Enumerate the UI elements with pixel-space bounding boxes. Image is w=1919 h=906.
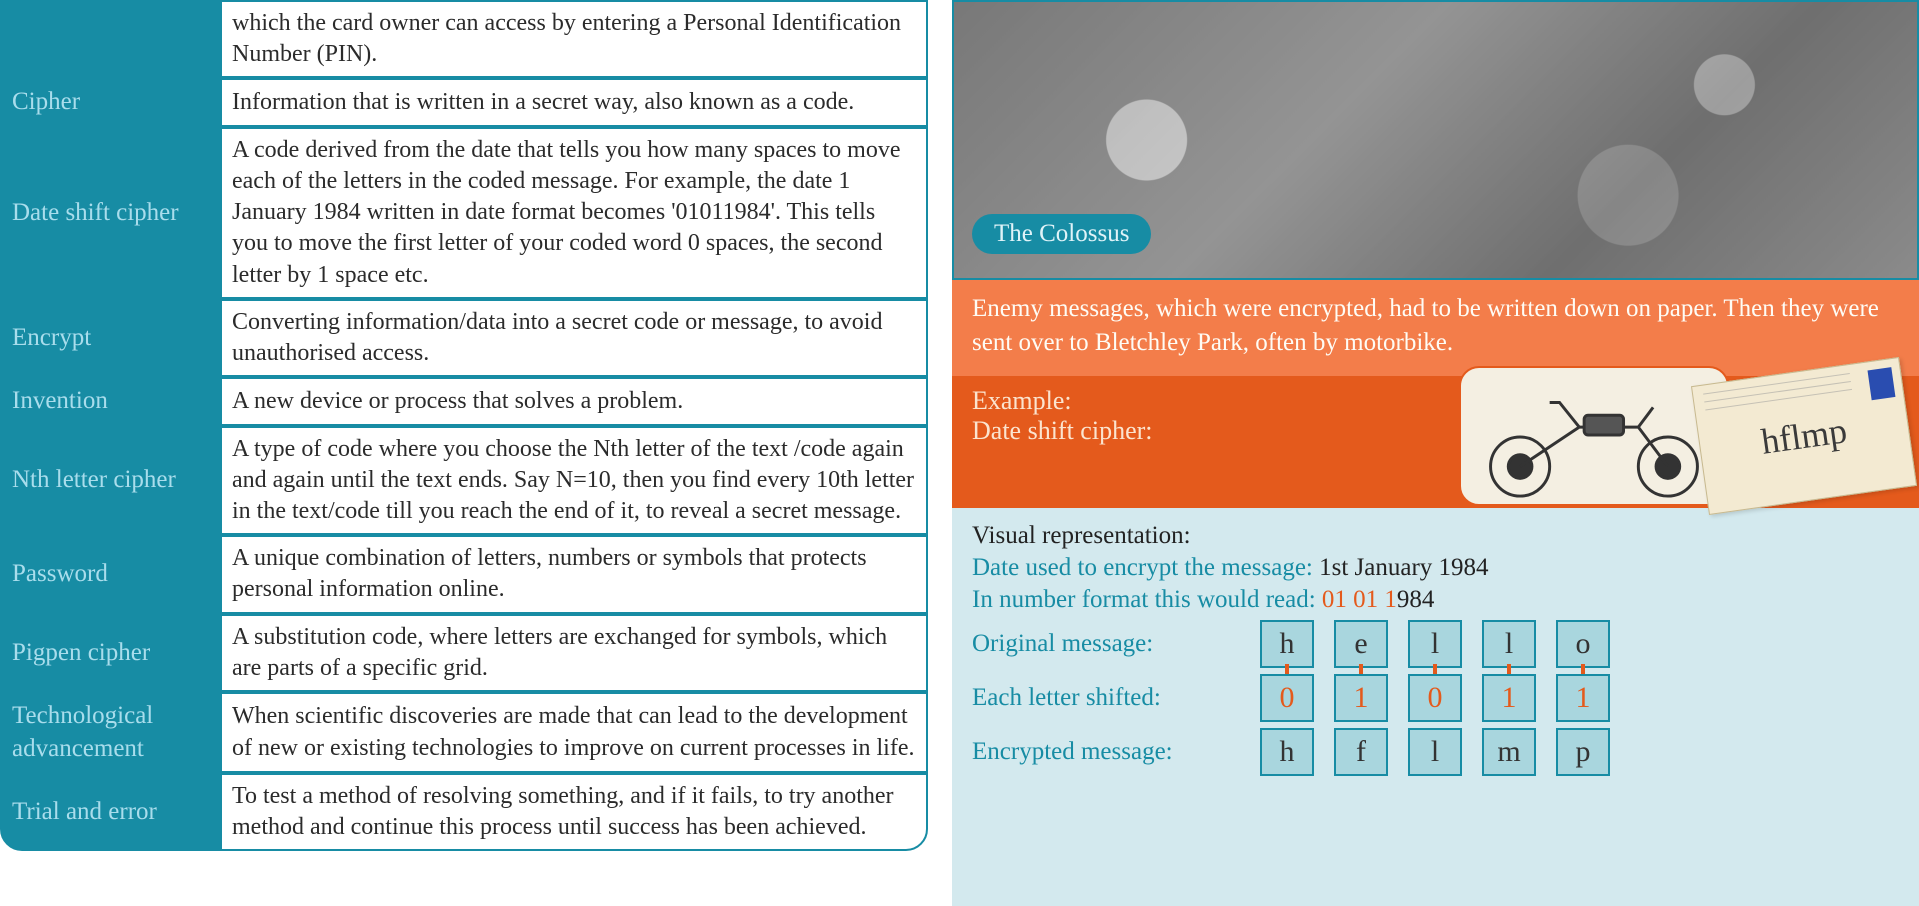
cipher-cell: 1 — [1334, 674, 1388, 722]
cipher-cell: f — [1334, 728, 1388, 776]
visual-line2-colored: 01 01 1 — [1322, 586, 1397, 613]
cipher-cell: 0 — [1408, 674, 1462, 722]
illustration-group: hflmp — [1459, 366, 1909, 506]
visual-heading: Visual representation: — [972, 522, 1899, 550]
glossary-term: Encrypt — [0, 299, 220, 377]
table-row: which the card owner can access by enter… — [0, 0, 928, 78]
motorbike-icon — [1461, 368, 1727, 506]
page-root: which the card owner can access by enter… — [0, 0, 1919, 906]
table-row: Nth letter cipherA type of code where yo… — [0, 426, 928, 536]
table-row: CipherInformation that is written in a s… — [0, 78, 928, 127]
cipher-cell: 0 — [1260, 674, 1314, 722]
cells-original: hello — [1260, 620, 1610, 668]
table-row: Date shift cipherA code derived from the… — [0, 127, 928, 299]
visual-line2-label: In number format this would read: — [972, 586, 1316, 613]
row-encrypted: Encrypted message: hflmp — [972, 728, 1899, 776]
right-panel: The Colossus Enemy messages, which were … — [940, 0, 1919, 906]
glossary-term: Date shift cipher — [0, 127, 220, 299]
cipher-grid: Original message: hello Each letter shif… — [972, 620, 1899, 776]
glossary-definition: To test a method of resolving something,… — [220, 773, 928, 851]
visual-line-2: In number format this would read: 01 01 … — [972, 586, 1899, 614]
cipher-cell: 1 — [1482, 674, 1536, 722]
row-original-label: Original message: — [972, 630, 1242, 658]
cipher-cell: 1 — [1556, 674, 1610, 722]
glossary-panel: which the card owner can access by enter… — [0, 0, 940, 906]
glossary-definition: Information that is written in a secret … — [220, 78, 928, 127]
enemy-messages-text: Enemy messages, which were encrypted, ha… — [952, 280, 1919, 376]
table-row: EncryptConverting information/data into … — [0, 299, 928, 377]
row-shift: Each letter shifted: 01011 — [972, 674, 1899, 722]
cipher-cell: l — [1408, 620, 1462, 668]
cipher-cell: h — [1260, 620, 1314, 668]
cipher-cell: o — [1556, 620, 1610, 668]
visual-line1-label: Date used to encrypt the message: — [972, 554, 1313, 581]
motorbike-illustration — [1459, 366, 1729, 506]
visual-line2-rest: 984 — [1397, 586, 1435, 613]
glossary-term: Pigpen cipher — [0, 614, 220, 692]
glossary-definition: which the card owner can access by enter… — [220, 0, 928, 78]
cells-shift: 01011 — [1260, 674, 1610, 722]
row-shift-label: Each letter shifted: — [972, 684, 1242, 712]
glossary-term: Cipher — [0, 78, 220, 127]
glossary-term: Technological advancement — [0, 692, 220, 773]
example-header: Example: Date shift cipher: — [952, 376, 1919, 508]
cipher-cell: p — [1556, 728, 1610, 776]
letter-cipher-text: hflmp — [1758, 409, 1849, 463]
row-original: Original message: hello — [972, 620, 1899, 668]
visual-representation-panel: Visual representation: Date used to encr… — [952, 508, 1919, 906]
cipher-cell: h — [1260, 728, 1314, 776]
glossary-term: Nth letter cipher — [0, 426, 220, 536]
glossary-term — [0, 0, 220, 78]
glossary-definition: A new device or process that solves a pr… — [220, 377, 928, 426]
glossary-definition: When scientific discoveries are made tha… — [220, 692, 928, 773]
table-row: Technological advancementWhen scientific… — [0, 692, 928, 773]
glossary-term: Invention — [0, 377, 220, 426]
cipher-cell: e — [1334, 620, 1388, 668]
cipher-cell: l — [1408, 728, 1462, 776]
glossary-table: which the card owner can access by enter… — [0, 0, 928, 851]
glossary-definition: A type of code where you choose the Nth … — [220, 426, 928, 536]
glossary-definition: Converting information/data into a secre… — [220, 299, 928, 377]
cells-encrypted: hflmp — [1260, 728, 1610, 776]
table-row: PasswordA unique combination of letters,… — [0, 535, 928, 613]
visual-line-1: Date used to encrypt the message: 1st Ja… — [972, 554, 1899, 582]
row-encrypted-label: Encrypted message: — [972, 738, 1242, 766]
glossary-definition: A code derived from the date that tells … — [220, 127, 928, 299]
cipher-cell: l — [1482, 620, 1536, 668]
table-row: InventionA new device or process that so… — [0, 377, 928, 426]
glossary-term: Trial and error — [0, 773, 220, 851]
colossus-photo: The Colossus — [952, 0, 1919, 280]
glossary-term: Password — [0, 535, 220, 613]
table-row: Pigpen cipherA substitution code, where … — [0, 614, 928, 692]
cipher-cell: m — [1482, 728, 1536, 776]
glossary-definition: A unique combination of letters, numbers… — [220, 535, 928, 613]
photo-caption: The Colossus — [972, 214, 1151, 254]
visual-line1-value: 1st January 1984 — [1319, 554, 1488, 581]
glossary-definition: A substitution code, where letters are e… — [220, 614, 928, 692]
table-row: Trial and errorTo test a method of resol… — [0, 773, 928, 851]
